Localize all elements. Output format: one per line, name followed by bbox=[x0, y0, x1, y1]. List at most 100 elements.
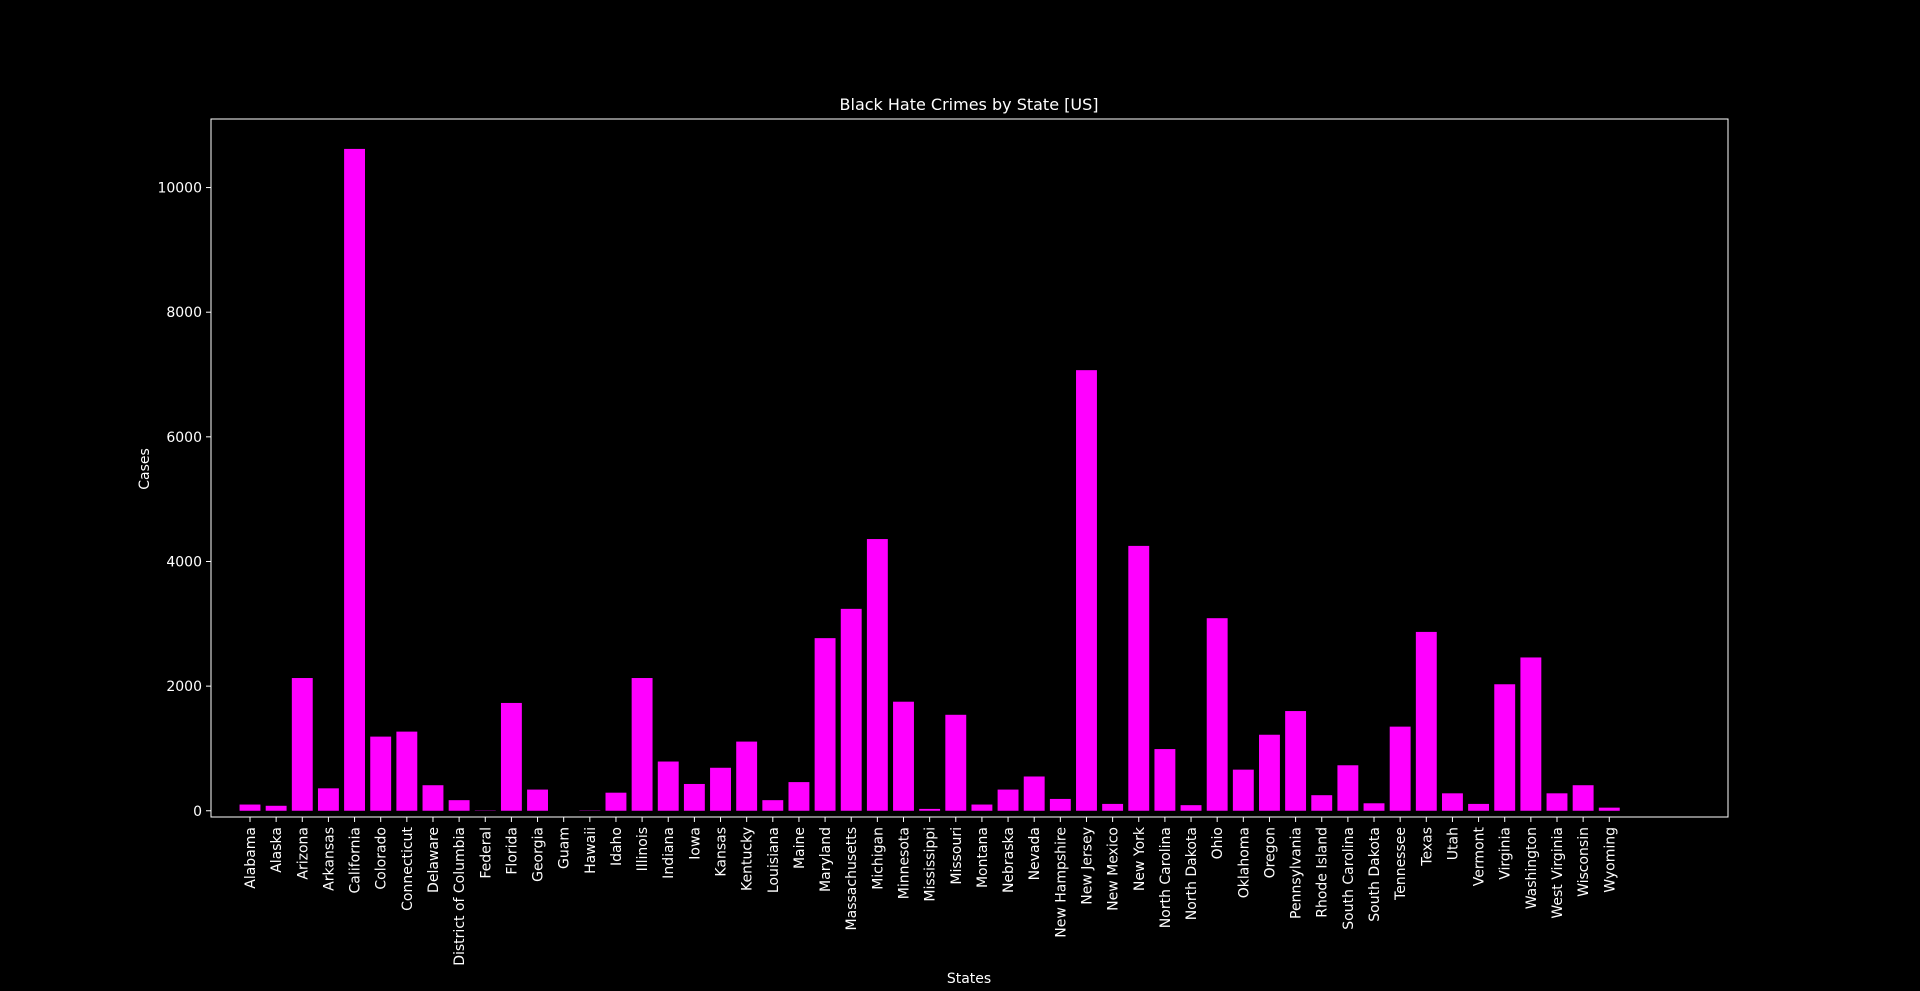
x-tick-label: Nevada bbox=[1027, 827, 1043, 880]
bar-louisiana bbox=[762, 800, 783, 811]
bar-nevada bbox=[1024, 776, 1045, 810]
x-tick-label: Nebraska bbox=[1001, 827, 1017, 893]
x-tick-label: Utah bbox=[1445, 827, 1461, 860]
bar-vermont bbox=[1468, 804, 1489, 811]
y-tick-label: 4000 bbox=[166, 554, 202, 570]
bar-idaho bbox=[606, 793, 627, 811]
x-tick-label: Mississippi bbox=[923, 827, 939, 902]
bar-pennsylvania bbox=[1285, 711, 1306, 811]
bar-new-hampshire bbox=[1050, 799, 1071, 811]
x-tick-label: Massachusetts bbox=[844, 827, 860, 930]
x-tick-label: Florida bbox=[504, 827, 520, 875]
x-tick-label: Minnesota bbox=[897, 827, 913, 899]
x-tick-label: New Hampshire bbox=[1053, 827, 1069, 938]
x-tick-label: Georgia bbox=[531, 827, 547, 882]
bar-kansas bbox=[710, 768, 731, 811]
x-tick-label: Washington bbox=[1524, 827, 1540, 909]
chart-title: Black Hate Crimes by State [US] bbox=[840, 95, 1099, 114]
x-tick-label: Guam bbox=[557, 827, 573, 869]
bar-minnesota bbox=[893, 702, 914, 811]
bar-washington bbox=[1520, 657, 1541, 810]
bar-delaware bbox=[423, 785, 444, 811]
x-tick-label: Wyoming bbox=[1602, 827, 1618, 893]
x-tick-label: Pennsylvania bbox=[1289, 827, 1305, 919]
x-tick-label: District of Columbia bbox=[452, 827, 468, 966]
bar-district-of-columbia bbox=[449, 800, 470, 811]
y-tick-label: 2000 bbox=[166, 679, 202, 695]
bar-texas bbox=[1416, 632, 1437, 811]
x-tick-label: South Dakota bbox=[1367, 827, 1383, 922]
x-tick-label: Tennessee bbox=[1393, 827, 1409, 901]
bar-missouri bbox=[945, 715, 966, 811]
bar-oklahoma bbox=[1233, 770, 1254, 811]
bar-arkansas bbox=[318, 788, 339, 810]
x-tick-label: Texas bbox=[1419, 827, 1435, 867]
x-tick-label: Idaho bbox=[609, 827, 625, 866]
x-tick-label: Illinois bbox=[635, 827, 651, 871]
x-tick-label: Iowa bbox=[687, 827, 703, 860]
x-tick-label: Maine bbox=[792, 827, 808, 869]
bar-south-dakota bbox=[1364, 803, 1385, 810]
bar-massachusetts bbox=[841, 609, 862, 811]
x-tick-label: Rhode Island bbox=[1315, 827, 1331, 918]
bar-california bbox=[344, 149, 365, 811]
bar-nebraska bbox=[998, 790, 1019, 811]
x-tick-label: New Mexico bbox=[1106, 827, 1122, 911]
bar-maine bbox=[788, 782, 809, 811]
x-tick-label: Virginia bbox=[1498, 827, 1514, 880]
x-tick-label: Arkansas bbox=[321, 827, 337, 891]
bar-florida bbox=[501, 703, 522, 811]
bar-colorado bbox=[370, 737, 391, 811]
x-tick-label: Kansas bbox=[714, 827, 730, 877]
x-tick-label: West Virginia bbox=[1550, 827, 1566, 919]
bar-mississippi bbox=[919, 809, 940, 811]
x-tick-label: California bbox=[348, 827, 364, 893]
x-tick-label: South Carolina bbox=[1341, 827, 1357, 930]
x-tick-label: Missouri bbox=[949, 827, 965, 885]
bar-new-york bbox=[1128, 546, 1149, 811]
x-tick-label: North Dakota bbox=[1184, 827, 1200, 920]
bar-virginia bbox=[1494, 684, 1515, 811]
x-tick-label: Oregon bbox=[1262, 827, 1278, 878]
bar-montana bbox=[971, 805, 992, 811]
bar-arizona bbox=[292, 678, 313, 811]
x-tick-label: Louisiana bbox=[766, 827, 782, 893]
x-tick-label: Indiana bbox=[661, 827, 677, 879]
x-axis-label: States bbox=[947, 971, 991, 986]
x-tick-label: Colorado bbox=[374, 827, 390, 890]
x-tick-label: Connecticut bbox=[400, 826, 416, 910]
bar-georgia bbox=[527, 790, 548, 811]
bar-new-mexico bbox=[1102, 804, 1123, 811]
x-tick-label: Oklahoma bbox=[1236, 827, 1252, 898]
x-tick-label: North Carolina bbox=[1158, 827, 1174, 928]
x-tick-label: Federal bbox=[478, 827, 494, 879]
bar-new-jersey bbox=[1076, 370, 1097, 811]
bar-tennessee bbox=[1390, 727, 1411, 811]
bar-indiana bbox=[658, 762, 679, 811]
bar-ohio bbox=[1207, 618, 1228, 811]
x-tick-label: New York bbox=[1132, 826, 1148, 891]
bar-kentucky bbox=[736, 742, 757, 811]
x-tick-label: Delaware bbox=[426, 827, 442, 893]
bar-wyoming bbox=[1599, 808, 1620, 811]
x-tick-label: Montana bbox=[975, 827, 991, 888]
x-tick-label: Alaska bbox=[269, 827, 285, 873]
bar-utah bbox=[1442, 793, 1463, 810]
bar-connecticut bbox=[396, 732, 417, 811]
x-tick-label: Kentucky bbox=[740, 827, 756, 891]
bar-michigan bbox=[867, 539, 888, 811]
bar-illinois bbox=[632, 678, 653, 811]
bar-north-carolina bbox=[1154, 749, 1175, 811]
x-tick-label: Ohio bbox=[1210, 827, 1226, 859]
bar-wisconsin bbox=[1573, 785, 1594, 811]
bar-iowa bbox=[684, 784, 705, 811]
bar-alabama bbox=[240, 805, 261, 811]
y-tick-label: 10000 bbox=[157, 181, 202, 197]
x-tick-label: Arizona bbox=[295, 827, 311, 880]
x-tick-label: Maryland bbox=[818, 827, 834, 892]
bar-south-carolina bbox=[1337, 765, 1358, 810]
bar-alaska bbox=[266, 806, 287, 811]
bar-maryland bbox=[815, 638, 836, 811]
